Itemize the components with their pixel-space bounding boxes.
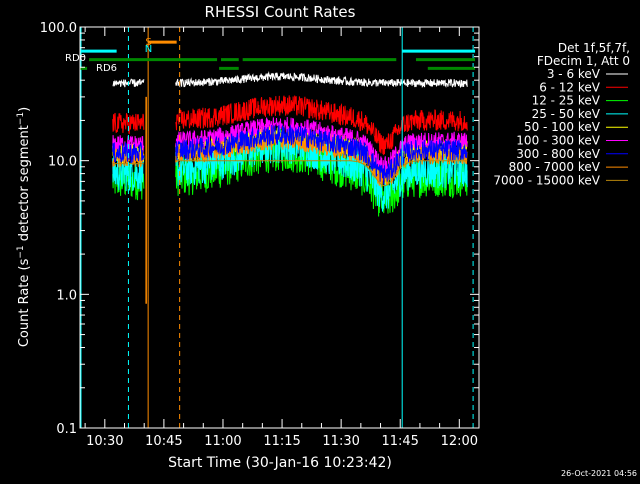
legend-entry-label: 7000 - 15000 keV: [493, 173, 600, 187]
n-flag-label: N: [145, 44, 152, 55]
legend-entry-label: 3 - 6 keV: [547, 67, 601, 81]
series-line-100-300-keV: [112, 135, 145, 154]
y-tick-label: 1.0: [56, 288, 77, 303]
data-layer: [112, 71, 468, 217]
y-label-sup1: −1: [16, 245, 26, 258]
y-label-mid: detector segment: [17, 125, 32, 245]
y-tick-label: 100.0: [40, 21, 77, 36]
axes-layer: 10:30 10:45 11:00 11:15 11:30 11:45 12:00 0.1 1.…: [40, 21, 480, 449]
y-label-sup2: −1: [16, 112, 26, 125]
y-label-main: Count Rate (s: [17, 258, 32, 347]
flags-layer: RD0 RD6 SN: [65, 27, 476, 428]
series-line-300-800-keV: [175, 124, 468, 185]
legend-header-1: Det 1f,5f,7f,: [558, 41, 630, 55]
timestamp: 26-Oct-2021 04:56: [561, 469, 637, 478]
s-flag-label: S: [145, 37, 151, 48]
legend-entry-label: 50 - 100 keV: [524, 120, 601, 134]
y-tick-label: 10.0: [48, 155, 77, 170]
x-tick-label: 11:15: [263, 434, 300, 449]
series-line-6-12-keV: [112, 112, 145, 135]
x-tick-label: 12:00: [441, 434, 478, 449]
legend-entry-label: 100 - 300 keV: [516, 134, 600, 148]
legend: Det 1f,5f,7f, FDecim 1, Att 0 3 - 6 keV6…: [493, 41, 630, 187]
series-line-7000-15000-keV: [175, 160, 468, 187]
series-line-300-800-keV: [112, 142, 145, 164]
x-axis-label: Start Time (30-Jan-16 10:23:42): [168, 455, 392, 471]
x-tick-label: 10:30: [86, 434, 123, 449]
legend-entry-label: 6 - 12 keV: [539, 80, 601, 94]
x-tick-label: 11:30: [322, 434, 359, 449]
chart-title: RHESSI Count Rates: [205, 3, 356, 21]
legend-entry-label: 12 - 25 keV: [532, 94, 601, 108]
y-label-end: ): [17, 107, 32, 112]
legend-entry-label: 300 - 800 keV: [516, 147, 600, 161]
x-tick-label: 11:00: [204, 434, 241, 449]
x-tick-label: 10:45: [145, 434, 182, 449]
y-axis-label: Count Rate (s−1 detector segment−1): [16, 107, 32, 347]
rd6-label: RD6: [96, 63, 117, 74]
x-tick-label: 11:45: [381, 434, 418, 449]
series-line-100-300-keV: [175, 116, 468, 175]
legend-entry-label: 800 - 7000 keV: [509, 160, 601, 174]
plot-frame: [79, 26, 480, 429]
series-line-6-12-keV: [175, 95, 468, 156]
y-tick-label: 0.1: [56, 422, 77, 437]
series-line-3-6-keV: [175, 71, 468, 89]
rd0-label: RD0: [65, 53, 86, 64]
legend-header-2: FDecim 1, Att 0: [537, 54, 630, 68]
legend-entry-label: 25 - 50 keV: [532, 107, 601, 121]
